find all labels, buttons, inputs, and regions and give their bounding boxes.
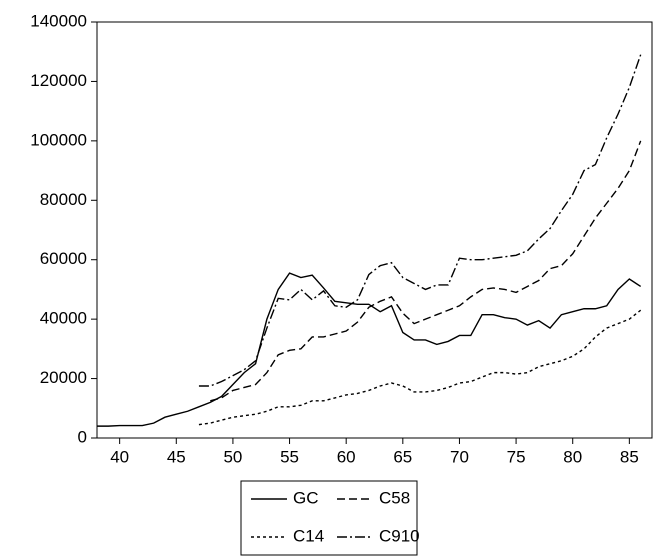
y-tick-label: 60000 — [40, 249, 87, 268]
y-tick-label: 100000 — [30, 130, 87, 149]
x-tick-label: 40 — [110, 447, 129, 466]
series-line — [198, 54, 642, 387]
series-line — [210, 140, 642, 402]
series-line — [97, 272, 642, 427]
y-tick-label: 0 — [78, 427, 87, 446]
x-tick-label: 45 — [167, 447, 186, 466]
legend-label: C58 — [379, 488, 410, 507]
x-tick-label: 65 — [393, 447, 412, 466]
x-tick-label: 50 — [223, 447, 242, 466]
series-line — [198, 309, 642, 426]
plot-frame — [96, 21, 653, 439]
x-tick-label: 55 — [280, 447, 299, 466]
x-tick-label: 60 — [337, 447, 356, 466]
y-tick-label: 40000 — [40, 309, 87, 328]
y-tick-label: 20000 — [40, 368, 87, 387]
legend-label: C14 — [293, 526, 324, 545]
x-tick-label: 75 — [507, 447, 526, 466]
x-tick-label: 80 — [563, 447, 582, 466]
y-tick-label: 120000 — [30, 71, 87, 90]
legend-box — [240, 480, 418, 556]
y-tick-label: 80000 — [40, 190, 87, 209]
legend-label: GC — [293, 488, 319, 507]
legend-label: C910 — [379, 526, 420, 545]
x-tick-label: 70 — [450, 447, 469, 466]
y-tick-label: 140000 — [30, 11, 87, 30]
x-tick-label: 85 — [620, 447, 639, 466]
